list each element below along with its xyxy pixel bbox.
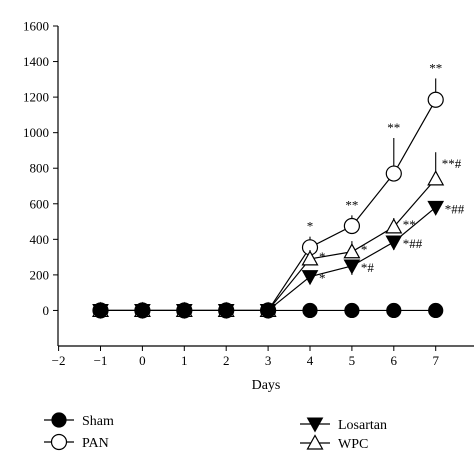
data-point [134,302,150,319]
annotation-label: *# [361,260,375,275]
legend-item-losartan: Losartan [300,417,387,433]
series-sham [92,302,444,319]
legend-label: Losartan [338,418,387,433]
legend-marker [50,433,68,451]
y-tick-label: 400 [30,232,50,247]
annotation-label: *## [445,201,465,216]
annotation-label: * [319,271,326,286]
annotation-label: *## [403,236,423,251]
annotation-label: ** [387,120,400,135]
data-point [385,165,402,182]
legend-marker [306,417,324,433]
x-tick-label: 1 [181,353,188,368]
data-point [302,302,318,319]
legend-marker [306,434,324,450]
data-point [386,302,402,319]
annotation-label: ** [345,197,358,212]
data-point [343,259,361,275]
y-tick-label: 1000 [23,125,49,140]
x-tick-label: 0 [139,353,146,368]
data-point [176,302,192,319]
annotations-wpc: * *****# [319,156,462,264]
data-point [92,302,109,319]
legend-label: WPC [338,437,368,452]
x-tick-label: 2 [223,353,230,368]
legend-item-sham: Sham [44,412,114,429]
series-layer: *********#*##*##* *****# [91,60,465,319]
y-tick-label: 1600 [23,19,49,34]
annotation-label: * [319,249,326,264]
series-losartan [92,200,445,319]
legend: Sham PAN Losartan WPC [44,412,387,452]
data-point [301,250,319,266]
series-pan [92,78,444,319]
annotation-label: ** [429,60,442,75]
x-tick-label: 3 [265,353,272,368]
annotation-label: * [361,242,368,257]
legend-marker [51,412,67,428]
y-tick-label: 200 [30,267,50,282]
data-point [218,302,234,319]
data-point [344,302,360,319]
axes: 0 200 400 600 800 1000 1200 1400 1600 −2 −1 0 1 2 3 4 5 6… [23,19,474,368]
x-axis-label: Days [252,378,281,393]
x-tick-label: 5 [349,353,356,368]
series-line [100,206,437,312]
legend-item-wpc: WPC [300,434,368,452]
data-point [260,302,276,319]
x-tick-label: 7 [432,353,439,368]
y-tick-label: 600 [30,196,50,211]
x-tick-label: 6 [391,353,398,368]
data-point [428,302,444,319]
data-point [427,200,445,216]
annotation-label: **# [442,156,462,171]
annotation-label: * [307,219,314,234]
legend-item-pan: PAN [44,433,109,451]
y-tick-label: 1200 [23,90,49,105]
series-line [100,99,437,312]
data-point [301,270,319,286]
legend-label: PAN [82,436,109,451]
legend-label: Sham [82,414,114,429]
annotations-pan: ******* [307,60,442,233]
data-point [343,217,360,235]
data-point [427,91,444,108]
x-tick-label: −2 [52,353,66,368]
x-tick-label: −1 [94,353,108,368]
y-tick-label: 1400 [23,54,49,69]
annotations-losartan: * *# *## *## [319,201,465,285]
data-point [385,235,403,251]
data-point [427,170,445,186]
series-line [100,178,437,312]
data-point [385,218,403,234]
x-tick-label: 4 [307,353,314,368]
y-tick-label: 800 [30,161,50,176]
y-tick-label: 0 [43,303,50,318]
data-point [343,243,361,259]
annotation-label: ** [403,217,416,232]
